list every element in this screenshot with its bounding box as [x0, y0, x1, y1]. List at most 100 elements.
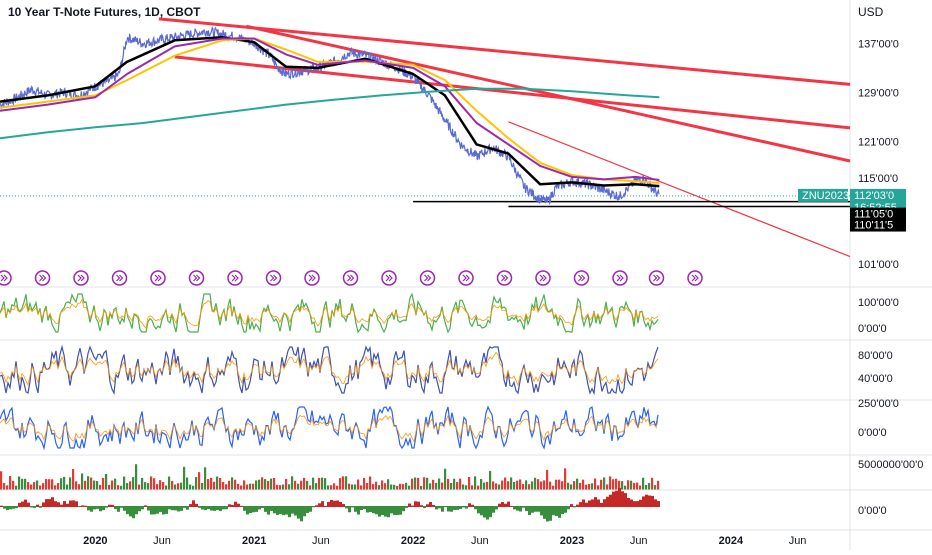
histogram-bar	[507, 501, 510, 507]
histogram-bar	[420, 505, 423, 507]
pane-tick-label: 80'00'0	[858, 350, 893, 362]
volume-bar	[54, 485, 57, 490]
histogram-bar	[426, 504, 429, 507]
histogram-bar	[99, 506, 102, 512]
volume-bar	[168, 476, 171, 490]
time-tick-label: 2023	[560, 535, 584, 547]
volume-bar	[624, 485, 627, 490]
histogram-bar	[219, 506, 222, 511]
volume-bar	[486, 481, 489, 490]
volume-bar	[273, 477, 276, 490]
volume-bar	[216, 476, 219, 490]
volume-bar	[438, 478, 441, 490]
volume-bar	[510, 477, 513, 490]
histogram-bar	[534, 506, 537, 512]
histogram-bar	[126, 506, 129, 515]
volume-bar	[198, 472, 201, 490]
volume-bar	[267, 480, 270, 490]
volume-bar	[651, 477, 654, 490]
histogram-bar	[123, 506, 126, 511]
histogram-bar	[612, 491, 615, 507]
volume-bar	[603, 477, 606, 490]
volume-bar	[507, 481, 510, 490]
histogram-bar	[327, 502, 330, 507]
histogram-bar	[618, 487, 621, 507]
event-marker-icon	[0, 270, 12, 286]
histogram-bar	[561, 506, 564, 515]
histogram-bar	[324, 505, 327, 507]
histogram-bar	[3, 506, 6, 509]
volume-bar	[348, 483, 351, 490]
histogram-bar	[279, 506, 282, 514]
histogram-bar	[588, 500, 591, 507]
histogram-bar	[525, 506, 528, 512]
volume-bar	[297, 483, 300, 490]
volume-bar	[138, 484, 141, 490]
volume-bar	[36, 480, 39, 490]
volume-bar	[201, 482, 204, 490]
histogram-bar	[54, 501, 57, 507]
price-label-bg	[850, 207, 906, 221]
histogram-bar	[42, 502, 45, 507]
histogram-bar	[285, 506, 288, 515]
volume-bar	[234, 479, 237, 490]
volume-bar	[345, 476, 348, 490]
currency-label[interactable]: USD	[858, 5, 884, 19]
histogram-bar	[510, 505, 513, 507]
price-label-level: 110'11'5	[854, 220, 893, 232]
histogram-bar	[567, 506, 570, 510]
histogram-bar	[552, 506, 555, 516]
histogram-bar	[591, 499, 594, 507]
price-label-level: 111'05'0	[854, 209, 893, 221]
histogram-bar	[147, 506, 150, 511]
histogram-bar	[597, 499, 600, 507]
volume-bar	[177, 483, 180, 490]
volume-bar	[504, 477, 507, 490]
volume-bar	[369, 476, 372, 490]
histogram-bar	[306, 506, 309, 514]
volume-bar	[468, 477, 471, 490]
histogram-bar	[291, 506, 294, 514]
moving-average-line	[0, 87, 660, 140]
volume-bar	[315, 483, 318, 490]
volume-bar	[429, 483, 432, 490]
volume-bar	[648, 483, 651, 490]
volume-bar	[591, 483, 594, 490]
histogram-bar	[318, 503, 321, 507]
histogram-bar	[396, 506, 399, 515]
pane-tick-label: 100'00'0	[858, 297, 899, 309]
volume-bar	[381, 480, 384, 490]
price-label-symbol: ZNU2023	[802, 190, 849, 202]
histogram-bar	[648, 495, 651, 507]
volume-bar	[615, 478, 618, 490]
histogram-bar	[207, 506, 210, 510]
volume-bar	[465, 485, 468, 490]
histogram-bar	[183, 506, 186, 508]
histogram-bar	[450, 506, 453, 512]
volume-bar	[18, 476, 21, 490]
histogram-bar	[9, 506, 12, 510]
histogram-bar	[102, 506, 105, 511]
volume-bar	[498, 484, 501, 490]
volume-bar	[63, 476, 66, 490]
histogram-bar	[423, 506, 426, 509]
volume-bar	[363, 477, 366, 490]
volume-bar	[183, 466, 186, 490]
volume-bar	[24, 478, 27, 490]
histogram-bar	[261, 506, 264, 509]
histogram-bar	[576, 504, 579, 507]
histogram-bar	[240, 505, 243, 507]
volume-bar	[576, 478, 579, 490]
histogram-bar	[390, 506, 393, 514]
histogram-bar	[174, 506, 177, 511]
histogram-bar	[195, 503, 198, 507]
volume-bar	[225, 484, 228, 490]
volume-bar	[123, 476, 126, 490]
volume-bar	[546, 469, 549, 490]
histogram-bar	[345, 506, 348, 509]
volume-bar	[309, 485, 312, 490]
histogram-bar	[309, 506, 312, 512]
volume-bar	[150, 476, 153, 490]
